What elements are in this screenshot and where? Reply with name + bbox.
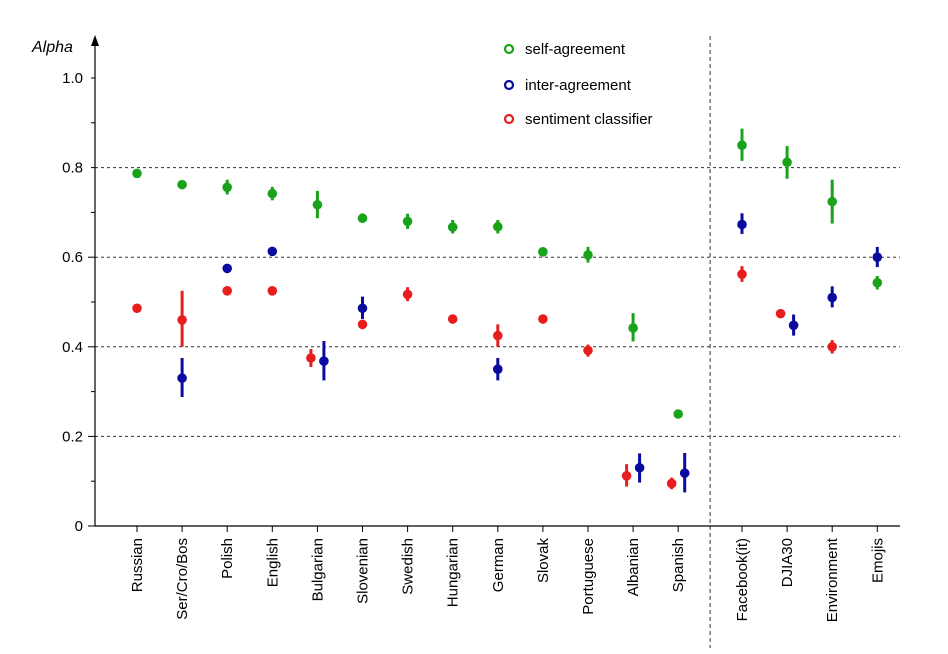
x-tick-label: Bulgarian: [309, 538, 326, 601]
y-tick-label: 0.2: [62, 428, 83, 445]
y-axis-label: Alpha: [31, 39, 73, 56]
data-point: [447, 314, 458, 324]
x-tick-label: Hungarian: [445, 538, 462, 607]
x-category-labels: Russian Ser/Cro/Bos Polish English Bulgarian…: [129, 526, 886, 622]
data-point: [402, 216, 413, 227]
data-point: [673, 409, 683, 419]
data-point: [319, 356, 329, 366]
gridlines: [95, 167, 900, 437]
x-tick-label: Portuguese: [580, 538, 597, 615]
legend-label: self-agreement: [525, 41, 626, 58]
x-tick-label: Environment: [824, 537, 841, 622]
legend-marker: [503, 43, 515, 55]
y-tick-label: 1.0: [62, 70, 83, 87]
data-point: [132, 303, 142, 314]
data-point: [132, 168, 142, 179]
data-point: [538, 314, 548, 324]
data-point: [493, 330, 503, 341]
y-ticks: 0 0.2 0.4 0.6 0.8 1.0: [62, 70, 95, 535]
data-point: [737, 219, 747, 230]
data-point: [628, 323, 638, 333]
data-point: [666, 478, 677, 489]
data-point: [583, 250, 593, 260]
data-point: [788, 320, 799, 331]
data-point: [222, 263, 232, 274]
y-tick-label: 0.4: [62, 339, 83, 356]
legend-marker: [503, 79, 515, 91]
x-tick-label: Polish: [219, 538, 236, 579]
series-inter-agreement: [177, 213, 883, 493]
data-point: [827, 342, 837, 352]
data-point: [312, 199, 323, 210]
x-tick-label: English: [264, 538, 281, 587]
data-point: [679, 468, 690, 478]
data-point: [493, 364, 503, 375]
data-point: [737, 269, 747, 280]
data-point: [447, 222, 458, 232]
x-tick-label: Russian: [129, 538, 146, 592]
legend: self-agreement inter-agreement sentiment c…: [503, 41, 653, 128]
data-point: [357, 213, 368, 224]
data-point: [402, 289, 413, 300]
x-tick-label: Facebook(it): [734, 538, 751, 621]
series-sentiment-classifier: [132, 266, 837, 490]
data-point: [222, 182, 232, 193]
axes: [91, 35, 900, 527]
data-point: [827, 292, 837, 303]
data-point: [177, 373, 187, 383]
data-point: [538, 247, 548, 257]
data-points: [132, 128, 883, 493]
data-point: [493, 221, 503, 232]
x-tick-label: Emojis: [869, 538, 886, 583]
data-point: [306, 353, 316, 363]
y-tick-label: 0.8: [62, 160, 83, 177]
data-point: [357, 319, 368, 330]
legend-label: sentiment classifier: [525, 111, 653, 128]
data-point: [267, 246, 278, 257]
data-point: [177, 179, 187, 190]
data-point: [775, 308, 786, 319]
data-point: [827, 196, 837, 207]
x-tick-label: DJIA30: [779, 538, 796, 587]
x-tick-label: German: [490, 538, 507, 592]
legend-marker: [503, 113, 515, 125]
data-point: [583, 345, 593, 356]
data-point: [267, 188, 278, 199]
y-tick-label: 0.6: [62, 249, 83, 266]
data-point: [634, 462, 645, 473]
x-tick-label: Albanian: [625, 538, 642, 596]
legend-label: inter-agreement: [525, 77, 632, 94]
data-point: [177, 315, 187, 325]
data-point: [267, 286, 278, 296]
data-point: [357, 303, 368, 314]
x-tick-label: Slovenian: [355, 538, 372, 604]
x-tick-label: Slovak: [535, 538, 552, 584]
data-point: [782, 157, 792, 168]
x-tick-label: Spanish: [670, 538, 687, 592]
data-point: [872, 277, 883, 288]
y-tick-label: 0: [75, 518, 83, 535]
x-tick-label: Swedish: [400, 538, 417, 595]
series-self-agreement: [132, 128, 883, 419]
y-axis-arrow: [91, 35, 99, 46]
data-point: [621, 471, 632, 481]
data-point: [222, 286, 232, 296]
data-point: [737, 140, 747, 150]
data-point: [872, 252, 883, 262]
x-tick-label: Ser/Cro/Bos: [174, 538, 191, 620]
